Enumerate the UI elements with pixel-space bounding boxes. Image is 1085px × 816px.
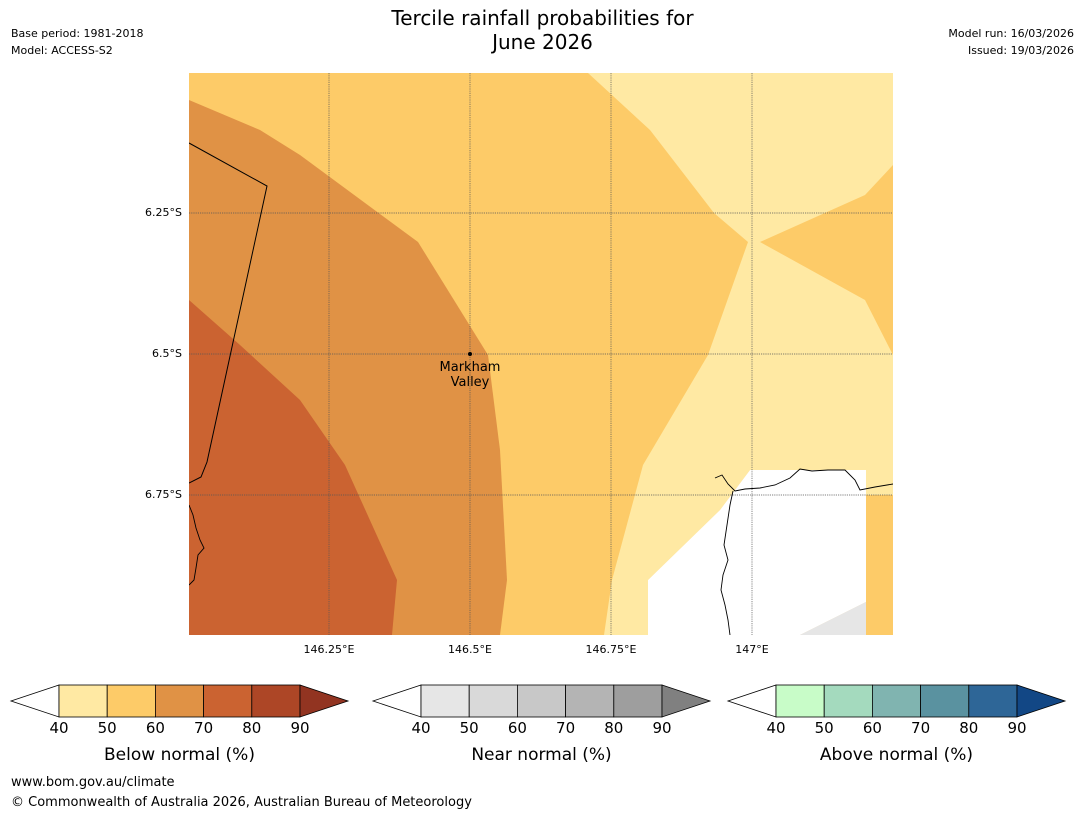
colorbar-extend-low bbox=[726, 684, 777, 718]
graticule bbox=[189, 73, 893, 635]
lat-tick-3: 6.75°S bbox=[145, 488, 182, 501]
colorbar-label: Near normal (%) bbox=[471, 745, 612, 765]
colorbar-tick-label: 60 bbox=[507, 719, 527, 737]
coastline-west bbox=[189, 504, 205, 586]
colorbar-tick-label: 50 bbox=[814, 719, 834, 737]
colorbar-tick-label: 90 bbox=[652, 719, 672, 737]
town-marker bbox=[468, 352, 472, 356]
province-border bbox=[189, 142, 268, 484]
colorbar-tick-label: 70 bbox=[194, 719, 214, 737]
near-normal-region-2 bbox=[800, 602, 866, 635]
colorbar-extend-high bbox=[299, 684, 350, 718]
title-line-2: June 2026 bbox=[492, 30, 593, 54]
colorbar-segment bbox=[823, 684, 873, 718]
run-info: Model run: 16/03/2026 Issued: 19/03/2026 bbox=[948, 25, 1074, 59]
colorbar-segment bbox=[968, 684, 1018, 718]
colorbar-tick-label: 40 bbox=[411, 719, 431, 737]
lat-tick-2: 6.5°S bbox=[152, 347, 182, 360]
lon-tick-1: 146.25°E bbox=[303, 643, 355, 656]
title-line-1: Tercile rainfall probabilities for bbox=[391, 6, 694, 30]
town-label-line-2: Valley bbox=[450, 375, 490, 390]
colorbar-segment bbox=[775, 684, 825, 718]
colorbar-segment bbox=[872, 684, 922, 718]
issued-text: Issued: 19/03/2026 bbox=[967, 44, 1074, 57]
colorbar-tick-label: 50 bbox=[459, 719, 479, 737]
colorbar-tick-label: 60 bbox=[862, 719, 882, 737]
coastline-south bbox=[720, 490, 734, 635]
colorbar-segment bbox=[565, 684, 615, 718]
colorbar-tick-label: 60 bbox=[145, 719, 165, 737]
chart-title: Tercile rainfall probabilities for June … bbox=[0, 6, 1085, 54]
footer-copyright: © Commonwealth of Australia 2026, Austra… bbox=[11, 795, 472, 810]
colorbar-tick-label: 80 bbox=[604, 719, 624, 737]
colorbar-label: Above normal (%) bbox=[819, 745, 974, 765]
lon-tick-4: 147°E bbox=[735, 643, 769, 656]
colorbar-tick-label: 80 bbox=[959, 719, 979, 737]
lon-tick-2: 146.5°E bbox=[448, 643, 492, 656]
colorbar-segment bbox=[468, 684, 518, 718]
prob-region-70-80 bbox=[189, 300, 397, 635]
colorbar-tick-label: 70 bbox=[556, 719, 576, 737]
colorbar-tick-label: 40 bbox=[766, 719, 786, 737]
colorbar-label: Below normal (%) bbox=[104, 745, 255, 765]
colorbar-segment bbox=[517, 684, 567, 718]
map-area bbox=[189, 73, 893, 635]
colorbar-tick-label: 70 bbox=[911, 719, 931, 737]
base-period-text: Base period: 1981-2018 bbox=[11, 27, 144, 40]
lat-tick-1: 6.25°S bbox=[145, 206, 182, 219]
colorbar-tick-label: 80 bbox=[242, 719, 262, 737]
coastline-east bbox=[714, 468, 893, 492]
footer-url: www.bom.gov.au/climate bbox=[11, 775, 175, 790]
model-run-text: Model run: 16/03/2026 bbox=[948, 27, 1074, 40]
colorbar-segment bbox=[58, 684, 108, 718]
colorbar-tick-label: 40 bbox=[49, 719, 69, 737]
colorbar-extend-high bbox=[1016, 684, 1067, 718]
colorbar-segment bbox=[106, 684, 156, 718]
colorbar-segment bbox=[920, 684, 970, 718]
model-info: Base period: 1981-2018 Model: ACCESS-S2 bbox=[11, 25, 143, 59]
colorbar-segment bbox=[203, 684, 253, 718]
colorbar-extend-high bbox=[661, 684, 712, 718]
colorbar-segment bbox=[613, 684, 663, 718]
prob-region-40-50 bbox=[588, 73, 893, 635]
no-data-region bbox=[648, 470, 866, 635]
town-label: Markham Valley bbox=[420, 360, 520, 390]
model-text: Model: ACCESS-S2 bbox=[11, 44, 113, 57]
colorbar-tick-label: 90 bbox=[1007, 719, 1027, 737]
lon-tick-3: 146.75°E bbox=[585, 643, 637, 656]
town-label-line-1: Markham bbox=[439, 360, 501, 375]
colorbar-tick-label: 90 bbox=[290, 719, 310, 737]
colorbar-tick-label: 50 bbox=[97, 719, 117, 737]
